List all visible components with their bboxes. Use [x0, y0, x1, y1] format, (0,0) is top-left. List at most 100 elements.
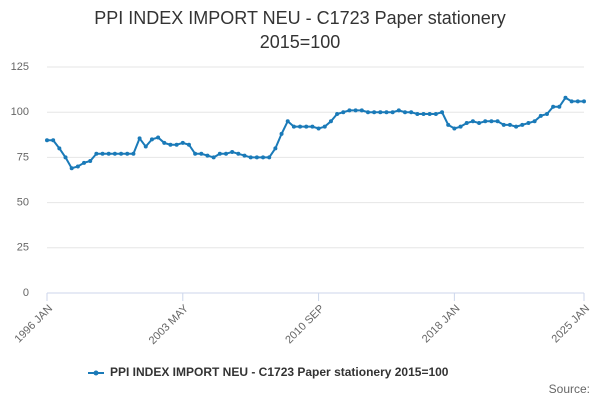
y-tick-label: 50 — [17, 197, 29, 209]
point — [582, 99, 586, 104]
point — [217, 151, 222, 156]
y-tick-label: 25 — [17, 242, 29, 254]
point — [267, 155, 272, 160]
point — [396, 108, 401, 113]
x-tick-label: 2025 JAN — [550, 303, 593, 346]
point — [415, 112, 420, 117]
point — [168, 142, 173, 147]
point — [211, 155, 216, 160]
point — [365, 110, 370, 115]
point — [51, 138, 56, 143]
point — [532, 119, 537, 124]
point — [489, 119, 494, 124]
point — [248, 155, 253, 160]
point — [347, 108, 352, 113]
point — [440, 110, 445, 115]
point — [507, 122, 512, 127]
point — [125, 151, 130, 156]
legend-label: PPI INDEX IMPORT NEU - C1723 Paper stati… — [110, 365, 449, 379]
point — [520, 122, 525, 127]
y-tick-label: 75 — [17, 151, 29, 163]
point — [298, 124, 303, 129]
x-tick-label: 2010 SEP — [283, 303, 327, 347]
point — [75, 164, 80, 169]
point — [563, 95, 568, 100]
point — [353, 108, 358, 113]
point — [143, 144, 148, 149]
point — [341, 110, 346, 115]
point — [446, 122, 451, 127]
point — [69, 166, 74, 171]
point — [94, 151, 99, 156]
source: Source: — [549, 382, 590, 396]
point — [495, 119, 500, 124]
point — [501, 122, 506, 127]
point — [409, 110, 414, 115]
point — [328, 119, 333, 124]
point — [285, 119, 290, 124]
point — [186, 142, 191, 147]
point — [421, 112, 426, 117]
point — [304, 124, 309, 129]
point — [100, 151, 105, 156]
point — [378, 110, 383, 115]
point — [538, 113, 543, 118]
point — [149, 137, 154, 142]
y-tick-label: 0 — [23, 287, 29, 299]
point — [193, 151, 198, 156]
x-tick-label: 2018 JAN — [420, 303, 463, 346]
point — [88, 159, 93, 164]
point — [63, 155, 68, 160]
point — [112, 151, 117, 156]
point — [359, 108, 364, 113]
point — [335, 112, 340, 117]
point — [316, 126, 321, 131]
point — [261, 155, 266, 160]
point — [464, 121, 469, 126]
point — [242, 153, 247, 158]
legend-marker — [93, 370, 99, 376]
point — [483, 119, 488, 124]
point — [230, 149, 235, 154]
point — [470, 119, 475, 124]
point — [514, 124, 519, 129]
point — [390, 110, 395, 115]
point — [119, 151, 124, 156]
point — [477, 121, 482, 126]
point — [433, 112, 438, 117]
point — [224, 151, 228, 156]
chart-title: PPI INDEX IMPORT NEU - C1723 Paper stati… — [94, 8, 506, 52]
point — [45, 138, 49, 143]
x-tick-label: 2003 MAY — [147, 302, 192, 347]
point — [557, 104, 562, 109]
point — [273, 146, 278, 151]
point — [384, 110, 389, 115]
point — [551, 104, 556, 109]
point — [254, 155, 259, 160]
point — [427, 112, 432, 117]
point — [180, 140, 185, 145]
point — [106, 151, 111, 156]
point — [322, 124, 327, 129]
point — [199, 151, 204, 156]
point — [82, 160, 87, 165]
point — [57, 146, 62, 151]
point — [291, 124, 296, 129]
point — [544, 112, 549, 117]
point — [526, 121, 531, 126]
point — [310, 124, 315, 129]
point — [458, 124, 463, 129]
point — [452, 126, 457, 131]
line — [47, 96, 584, 170]
point — [569, 99, 574, 104]
x-tick-label: 1996 JAN — [13, 303, 56, 346]
point — [403, 110, 407, 115]
point — [205, 153, 210, 158]
point — [162, 140, 167, 145]
point — [137, 136, 142, 141]
point — [575, 99, 580, 104]
point — [131, 151, 136, 156]
point — [236, 151, 241, 156]
